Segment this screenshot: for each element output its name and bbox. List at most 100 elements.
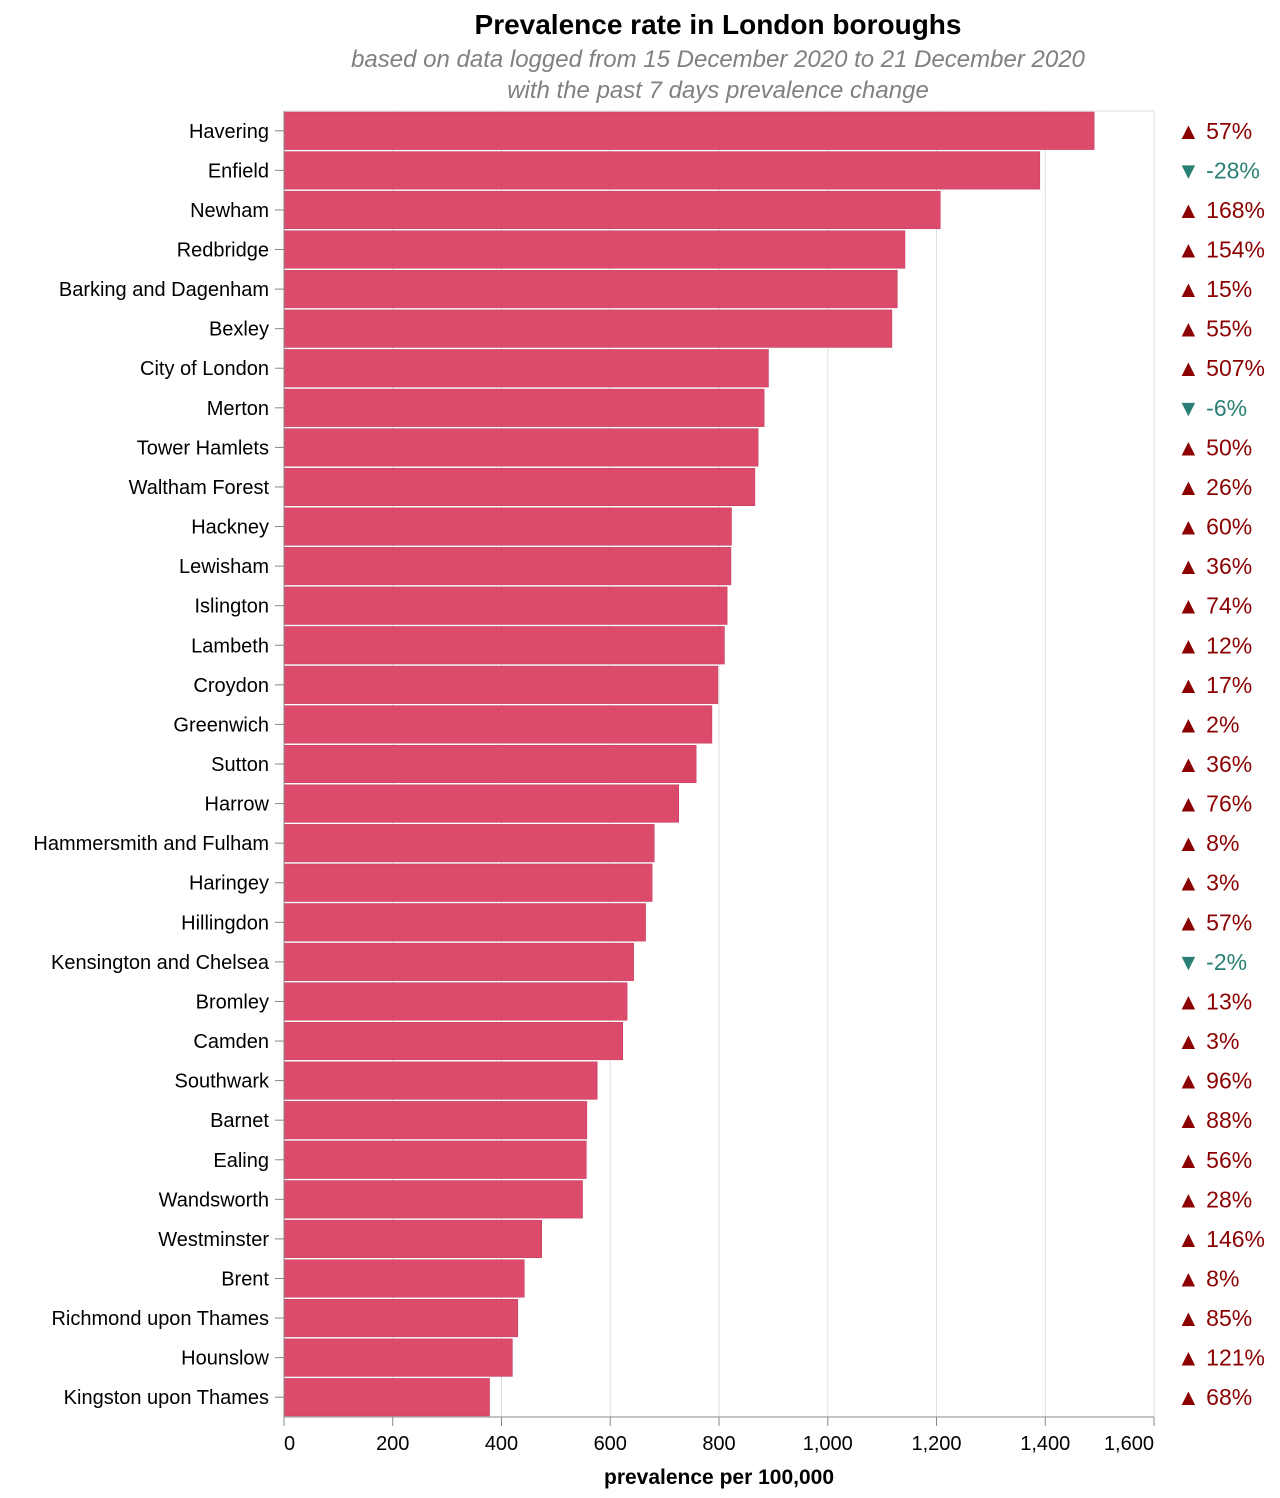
x-tick-label: 1,600 [1104, 1433, 1154, 1455]
x-tick-label: 1,400 [1020, 1433, 1070, 1455]
bar-waltham-forest [283, 467, 756, 507]
y-tick-label: Islington [195, 596, 270, 618]
bar-redbridge [283, 230, 906, 269]
bar-lewisham [283, 547, 732, 586]
bar-wandsworth [283, 1180, 583, 1219]
y-tick-label: Haringey [189, 873, 269, 895]
bar-lambeth [283, 626, 725, 665]
change-label: ▲ 88% [1177, 1107, 1252, 1133]
change-label: ▼ -28% [1177, 157, 1260, 183]
bar-hounslow [283, 1338, 513, 1377]
change-label: ▲ 55% [1177, 316, 1252, 342]
bar-bromley [283, 982, 628, 1021]
bar-barking-and-dagenham [283, 270, 898, 309]
y-tick-label: Southwark [175, 1071, 270, 1093]
bar-bexley [283, 309, 893, 348]
y-tick-label: Newham [190, 200, 269, 222]
y-tick-label: Lewisham [179, 556, 269, 578]
bar-merton [283, 388, 765, 427]
y-tick-label: Greenwich [173, 714, 269, 736]
change-label: ▼ -6% [1177, 395, 1247, 421]
y-tick-label: Enfield [208, 160, 269, 182]
change-label: ▲ 56% [1177, 1147, 1252, 1173]
change-label: ▲ 57% [1177, 909, 1252, 935]
bar-tower-hamlets [283, 428, 759, 467]
x-tick-label: 1,000 [803, 1433, 853, 1455]
change-label: ▲ 17% [1177, 672, 1252, 698]
bar-southwark [283, 1061, 598, 1100]
y-tick-label: Hackney [191, 517, 269, 539]
y-tick-label: Tower Hamlets [137, 437, 269, 459]
change-label: ▲ 57% [1177, 118, 1252, 144]
y-tick-label: Lambeth [191, 635, 269, 657]
bar-hammersmith-and-fulham [283, 824, 655, 863]
y-tick-label: Hammersmith and Fulham [33, 833, 269, 855]
bar-barnet [283, 1101, 588, 1140]
x-tick-label: 800 [702, 1433, 735, 1455]
bar-city-of-london [283, 349, 769, 388]
change-label: ▲ 60% [1177, 514, 1252, 540]
y-tick-label: Barking and Dagenham [59, 279, 269, 301]
change-label: ▲ 2% [1177, 711, 1239, 737]
bar-greenwich [283, 705, 713, 744]
y-tick-label: Camden [193, 1031, 269, 1053]
change-label: ▲ 154% [1177, 237, 1265, 263]
bar-hackney [283, 507, 732, 546]
y-tick-label: Croydon [193, 675, 269, 697]
y-tick-label: Sutton [211, 754, 269, 776]
change-label: ▲ 96% [1177, 1068, 1252, 1094]
x-axis-title: prevalence per 100,000 [604, 1466, 834, 1489]
change-label: ▲ 146% [1177, 1226, 1265, 1252]
change-label: ▼ -2% [1177, 949, 1247, 975]
y-tick-label: Richmond upon Thames [51, 1308, 269, 1330]
bar-hillingdon [283, 903, 646, 942]
y-tick-label: Bromley [196, 991, 269, 1013]
bar-westminster [283, 1219, 542, 1258]
change-label: ▲ 36% [1177, 553, 1252, 579]
bar-sutton [283, 744, 697, 784]
change-label: ▲ 26% [1177, 474, 1252, 500]
bar-harrow [283, 784, 680, 823]
y-tick-label: Havering [189, 121, 269, 143]
y-tick-label: Bexley [209, 319, 269, 341]
change-label: ▲ 76% [1177, 791, 1252, 817]
change-label: ▲ 8% [1177, 1265, 1239, 1291]
y-tick-label: Merton [207, 398, 269, 420]
y-tick-label: Brent [221, 1268, 269, 1290]
chart-subtitle-line-1: based on data logged from 15 December 20… [351, 46, 1085, 73]
change-label: ▲ 13% [1177, 988, 1252, 1014]
change-label: ▲ 168% [1177, 197, 1265, 223]
bars [283, 111, 1095, 1417]
y-tick-label: Westminster [158, 1229, 269, 1251]
y-tick-label: Hillingdon [181, 912, 269, 934]
bar-islington [283, 586, 728, 625]
change-label: ▲ 85% [1177, 1305, 1252, 1331]
x-tick-label: 400 [485, 1433, 518, 1455]
change-label: ▲ 28% [1177, 1186, 1252, 1212]
y-tick-label: Barnet [210, 1110, 269, 1132]
bar-havering [283, 111, 1095, 150]
change-labels: ▲ 57% ▼ -28% ▲ 168% ▲ 154% ▲ 15% ▲ 55% ▲ 507% ▼… [1177, 118, 1265, 1410]
change-label: ▲ 8% [1177, 830, 1239, 856]
change-label: ▲ 50% [1177, 434, 1252, 460]
bar-croydon [283, 665, 719, 704]
change-label: ▲ 15% [1177, 276, 1252, 302]
x-tick-label: 200 [376, 1433, 409, 1455]
x-tick-label: 1,200 [911, 1433, 961, 1455]
bar-richmond-upon-thames [283, 1299, 519, 1338]
y-tick-label: Wandsworth [159, 1189, 269, 1211]
y-tick-label: Waltham Forest [129, 477, 270, 499]
y-tick-label: Redbridge [177, 240, 269, 262]
y-tick-label: City of London [140, 358, 269, 380]
change-label: ▲ 121% [1177, 1345, 1265, 1371]
bar-enfield [283, 151, 1041, 190]
chart-title: Prevalence rate in London boroughs [475, 9, 962, 40]
change-label: ▲ 74% [1177, 593, 1252, 619]
bar-kensington-and-chelsea [283, 942, 634, 981]
change-label: ▲ 3% [1177, 870, 1239, 896]
x-tick-label: 0 [284, 1433, 295, 1455]
x-axis: 0 200 400 600 800 1,000 1,200 1,400 1,600 [283, 1416, 1155, 1455]
bar-brent [283, 1259, 525, 1298]
bar-haringey [283, 863, 653, 902]
